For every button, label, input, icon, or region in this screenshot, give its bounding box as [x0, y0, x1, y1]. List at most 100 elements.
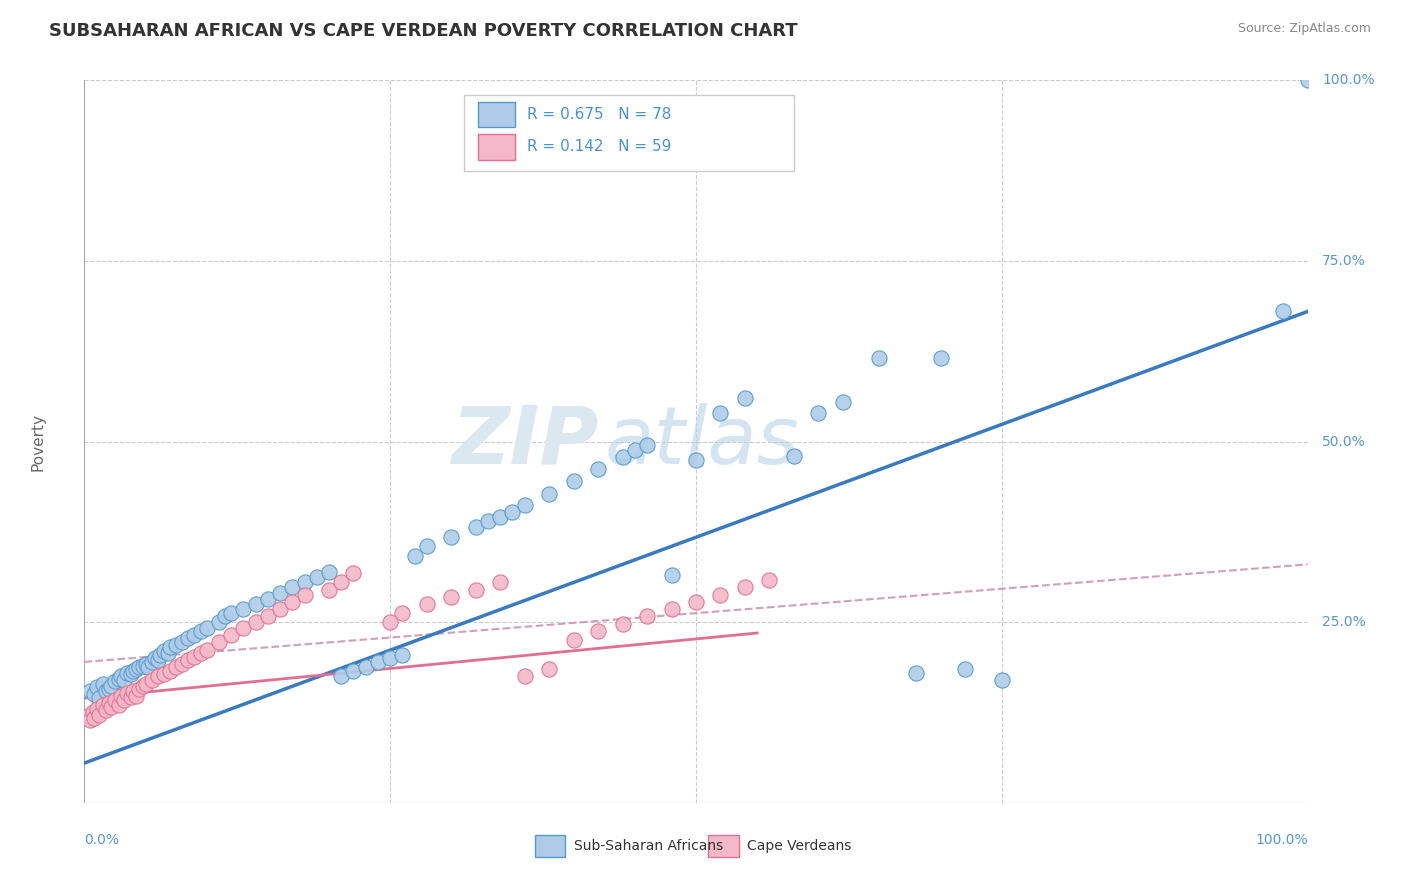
Point: [661, 568, 683, 582]
Point: [416, 597, 439, 611]
Text: R = 0.142   N = 59: R = 0.142 N = 59: [527, 139, 672, 154]
Point: [183, 649, 205, 664]
Point: [318, 565, 340, 579]
Point: [97, 681, 120, 696]
Point: [86, 702, 108, 716]
Point: [208, 615, 231, 630]
Text: 0.0%: 0.0%: [84, 833, 120, 847]
Point: [807, 406, 830, 420]
Point: [120, 667, 142, 681]
Point: [831, 394, 853, 409]
Point: [416, 539, 439, 553]
Point: [294, 588, 316, 602]
Point: [128, 681, 150, 696]
Point: [122, 683, 145, 698]
Point: [219, 607, 242, 621]
Point: [110, 669, 132, 683]
Point: [404, 549, 426, 563]
FancyBboxPatch shape: [709, 835, 738, 857]
Point: [120, 690, 142, 705]
Text: R = 0.675   N = 78: R = 0.675 N = 78: [527, 107, 672, 122]
Point: [214, 609, 236, 624]
Point: [538, 662, 561, 676]
FancyBboxPatch shape: [478, 102, 515, 128]
Point: [141, 655, 163, 669]
Point: [257, 592, 280, 607]
Point: [330, 669, 353, 683]
Point: [991, 673, 1014, 687]
Text: SUBSAHARAN AFRICAN VS CAPE VERDEAN POVERTY CORRELATION CHART: SUBSAHARAN AFRICAN VS CAPE VERDEAN POVER…: [49, 22, 797, 40]
Text: 100.0%: 100.0%: [1322, 73, 1375, 87]
Point: [190, 624, 212, 638]
Point: [183, 628, 205, 642]
Point: [330, 575, 353, 590]
Point: [159, 640, 181, 655]
Point: [149, 648, 172, 662]
Point: [172, 635, 194, 649]
Text: Sub-Saharan Africans: Sub-Saharan Africans: [574, 839, 723, 853]
FancyBboxPatch shape: [464, 95, 794, 170]
Point: [115, 665, 138, 680]
Point: [143, 651, 166, 665]
Point: [96, 703, 118, 717]
Point: [464, 582, 486, 597]
Point: [208, 635, 231, 649]
Point: [905, 665, 928, 680]
Point: [91, 676, 114, 690]
Point: [586, 624, 609, 638]
Point: [562, 475, 585, 489]
Point: [269, 586, 291, 600]
Point: [165, 660, 187, 674]
Point: [953, 662, 976, 676]
Point: [513, 669, 536, 683]
Point: [342, 665, 364, 679]
Text: ZIP: ZIP: [451, 402, 598, 481]
Point: [190, 646, 212, 660]
Point: [477, 514, 499, 528]
Point: [342, 566, 364, 580]
Point: [177, 653, 200, 667]
Point: [734, 391, 756, 405]
Point: [305, 570, 328, 584]
Point: [354, 660, 377, 674]
Point: [440, 530, 463, 544]
Point: [502, 505, 524, 519]
Point: [195, 621, 218, 635]
Point: [586, 462, 609, 476]
Point: [122, 665, 145, 679]
Point: [112, 693, 135, 707]
Point: [269, 602, 291, 616]
Point: [153, 644, 176, 658]
FancyBboxPatch shape: [478, 135, 515, 160]
Point: [464, 520, 486, 534]
Point: [612, 450, 634, 465]
Point: [141, 673, 163, 687]
Point: [1296, 73, 1319, 87]
Point: [115, 686, 138, 700]
Point: [318, 582, 340, 597]
Point: [177, 631, 200, 645]
Text: Poverty: Poverty: [31, 412, 45, 471]
Point: [87, 707, 110, 722]
Point: [380, 615, 402, 630]
Point: [77, 709, 100, 723]
Text: Cape Verdeans: Cape Verdeans: [748, 839, 852, 853]
Point: [82, 706, 104, 720]
Point: [172, 657, 194, 671]
Point: [100, 700, 122, 714]
Point: [709, 406, 731, 420]
Point: [661, 602, 683, 616]
Point: [132, 679, 155, 693]
Point: [83, 687, 105, 701]
Point: [709, 588, 731, 602]
Point: [538, 486, 561, 500]
Point: [513, 498, 536, 512]
Point: [112, 673, 135, 687]
Point: [79, 713, 101, 727]
Point: [219, 628, 242, 642]
Point: [125, 662, 148, 676]
Point: [146, 653, 169, 667]
Point: [257, 609, 280, 624]
Point: [128, 660, 150, 674]
Point: [624, 443, 647, 458]
